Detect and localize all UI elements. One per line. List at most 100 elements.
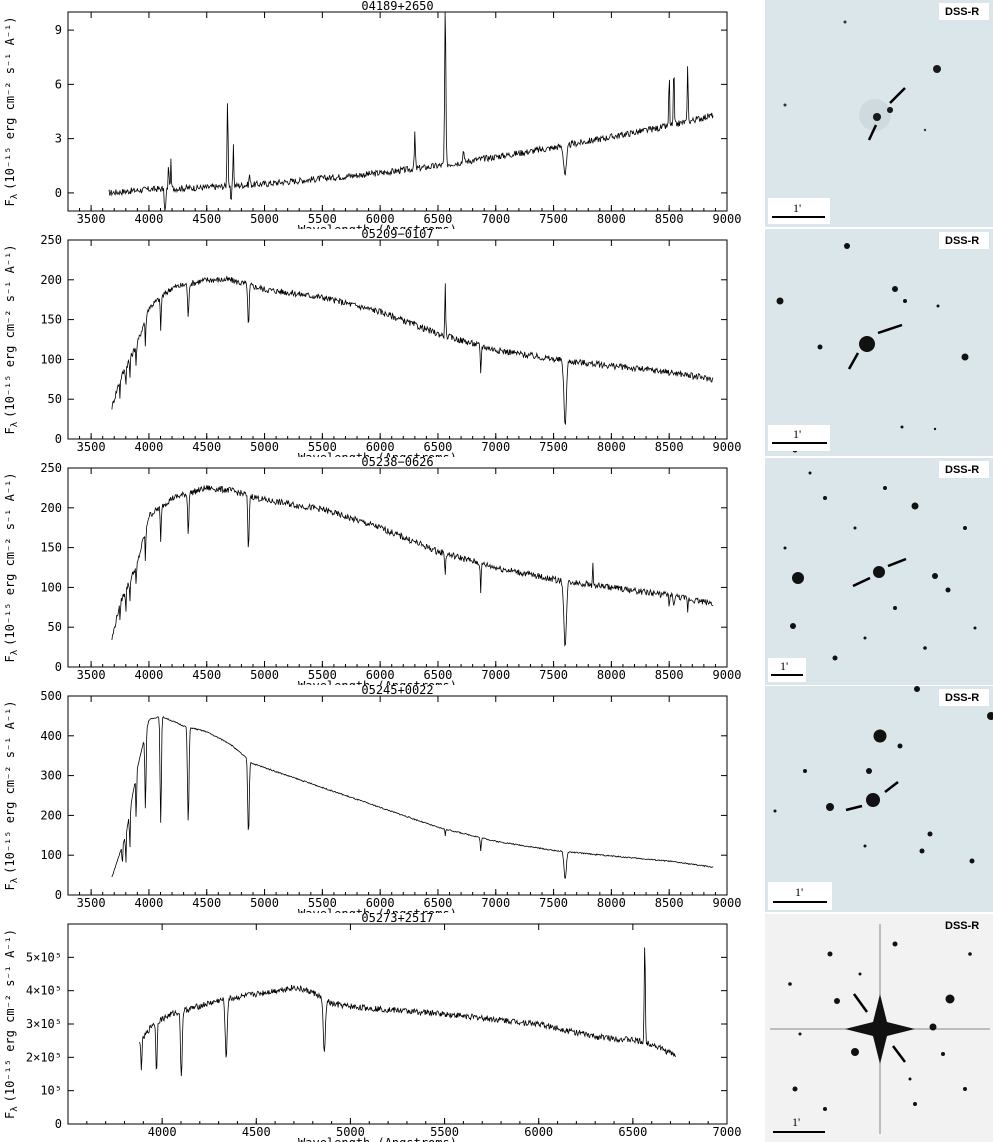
y-tick-label: 200 — [40, 273, 62, 287]
spectrum-line — [108, 11, 714, 211]
y-tick-label: 0 — [55, 432, 62, 446]
x-tick-label: 4000 — [134, 668, 163, 682]
x-tick-label: 6000 — [366, 668, 395, 682]
x-tick-label: 5000 — [250, 440, 279, 454]
y-axis-subscript: λ — [10, 877, 20, 883]
x-tick-label: 9000 — [713, 212, 742, 226]
x-tick-label: 7000 — [481, 212, 510, 226]
y-tick-label: 9 — [55, 23, 62, 37]
y-tick-label: 3×10⁵ — [26, 1017, 62, 1031]
x-axis-label: Wavelength (Angstroms) — [298, 1136, 457, 1142]
x-tick-label: 4000 — [134, 440, 163, 454]
y-tick-label: 100 — [40, 352, 62, 366]
spectrum-panel-1: 04189+2650 3500 4000 4500 5000 5500 6000 6500 70… — [0, 0, 760, 229]
dss-image-3: DSS-R 1' — [765, 458, 993, 685]
y-axis-subscript: λ — [10, 649, 20, 655]
y-tick-label: 500 — [40, 689, 62, 703]
y-tick-label: 10⁵ — [40, 1084, 62, 1098]
x-tick-label: 7000 — [481, 668, 510, 682]
y-tick-label: 50 — [48, 392, 62, 406]
y-tick-label: 150 — [40, 313, 62, 327]
y-tick-label: 100 — [40, 580, 62, 594]
dss-image-4: DSS-R 1' — [765, 686, 993, 912]
spectrum-panel-5: 05273+2517 4000 4500 5000 5500 6000 6500 7000 0 1… — [0, 912, 760, 1142]
scale-label: 1' — [793, 427, 801, 441]
plot-frame — [67, 923, 728, 1125]
x-tick-label: 7000 — [481, 896, 510, 910]
dss-label: DSS-R — [945, 6, 979, 18]
y-axis-units: (10⁻¹⁵ erg cm⁻² s⁻¹ A⁻¹) — [3, 16, 17, 189]
x-tick-label: 5500 — [308, 896, 337, 910]
x-tick-label: 8500 — [655, 668, 684, 682]
x-tick-label: 7000 — [481, 440, 510, 454]
spectrum-line — [139, 947, 676, 1077]
x-tick-label: 6500 — [424, 668, 453, 682]
plot-frame — [67, 11, 728, 212]
x-tick-label: 6500 — [424, 440, 453, 454]
y-tick-label: 0 — [55, 660, 62, 674]
dss-label: DSS-R — [945, 235, 979, 247]
x-tick-label: 3500 — [77, 668, 106, 682]
x-axis-label: Wavelength (Angstroms) — [298, 223, 457, 229]
y-tick-label: 200 — [40, 501, 62, 515]
plot-frame — [67, 467, 728, 668]
y-tick-label: 4×10⁵ — [26, 984, 62, 998]
y-tick-label: 150 — [40, 541, 62, 555]
y-axis-units: (10⁻¹⁵ erg cm⁻² s⁻¹ A⁻¹) — [3, 700, 17, 873]
chart-title: 05245+0022 — [361, 684, 433, 697]
x-tick-label: 6000 — [366, 212, 395, 226]
x-tick-label: 4000 — [148, 1125, 177, 1139]
x-tick-label: 6000 — [366, 440, 395, 454]
dss-image-5: DSS-R 1' — [765, 914, 993, 1142]
y-axis-label: Fλ (10⁻¹⁵ erg cm⁻² s⁻¹ A⁻¹) — [3, 244, 20, 434]
x-tick-label: 3500 — [77, 212, 106, 226]
y-axis-subscript: λ — [10, 1106, 20, 1112]
spectrum-panel-2: 05209−0107 3500 4000 4500 5000 5500 6000 6500 70… — [0, 228, 760, 457]
x-tick-label: 8000 — [597, 440, 626, 454]
y-tick-label: 300 — [40, 769, 62, 783]
x-tick-label: 6500 — [424, 896, 453, 910]
x-tick-label: 7500 — [539, 896, 568, 910]
x-tick-label: 8000 — [597, 668, 626, 682]
y-axis-label: Fλ (10⁻¹⁵ erg cm⁻² s⁻¹ A⁻¹) — [3, 16, 20, 206]
x-tick-label: 8500 — [655, 440, 684, 454]
dss-image-1: DSS-R 1' — [765, 0, 993, 227]
x-tick-label: 4500 — [192, 896, 221, 910]
y-tick-label: 400 — [40, 729, 62, 743]
y-axis-label: Fλ (10⁻¹⁵ erg cm⁻² s⁻¹ A⁻¹) — [3, 472, 20, 662]
dss-label: DSS-R — [945, 920, 979, 932]
dss-image-panel-3: DSS-R 1' — [765, 458, 993, 685]
x-tick-label: 5500 — [308, 440, 337, 454]
scale-label: 1' — [793, 201, 801, 215]
dss-image-panel-4: DSS-R 1' — [765, 686, 993, 912]
spectrum-chart-05209: 05209−0107 3500 4000 4500 5000 5500 6000 6500 70… — [3, 228, 741, 457]
x-tick-label: 5000 — [250, 896, 279, 910]
x-axis-label: Wavelength (Angstroms) — [298, 451, 457, 457]
dss-label: DSS-R — [945, 692, 979, 704]
x-tick-label: 5000 — [250, 668, 279, 682]
x-tick-label: 3500 — [77, 440, 106, 454]
x-tick-label: 4000 — [134, 896, 163, 910]
plot-frame — [67, 695, 728, 896]
x-tick-label: 8000 — [597, 896, 626, 910]
x-tick-label: 7000 — [713, 1125, 742, 1139]
spectrum-line — [111, 485, 714, 647]
y-axis-label: Fλ (10⁻¹⁵ erg cm⁻² s⁻¹ A⁻¹) — [3, 929, 20, 1119]
y-tick-label: 0 — [55, 1117, 62, 1131]
y-tick-label: 5×10⁵ — [26, 950, 62, 964]
y-axis-subscript: λ — [10, 421, 20, 427]
x-tick-label: 7500 — [539, 668, 568, 682]
y-tick-label: 250 — [40, 461, 62, 475]
y-tick-label: 6 — [55, 77, 62, 91]
chart-title: 04189+2650 — [361, 0, 433, 13]
y-tick-label: 0 — [55, 186, 62, 200]
x-tick-label: 6500 — [424, 212, 453, 226]
spectrum-chart-05238: 05238−0626 3500 4000 4500 5000 5500 6000 6500 70… — [3, 456, 742, 685]
x-axis-label: Wavelength (Angstroms) — [298, 679, 457, 685]
x-axis-label: Wavelength (Angstroms) — [298, 907, 457, 913]
x-tick-label: 7500 — [539, 212, 568, 226]
x-tick-label: 9000 — [713, 668, 742, 682]
spectrum-chart-05273: 05273+2517 4000 4500 5000 5500 6000 6500 7000 0 1… — [3, 912, 742, 1142]
svg-text:Fλ(10⁻¹⁵ erg cm⁻² s⁻¹ A⁻¹): Fλ (10⁻¹⁵ erg cm⁻² s⁻¹ A⁻¹) — [3, 929, 20, 1119]
